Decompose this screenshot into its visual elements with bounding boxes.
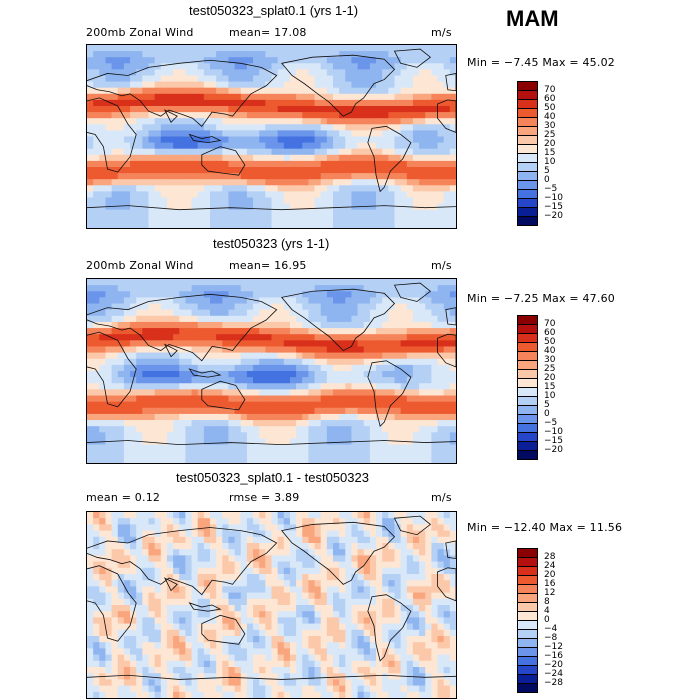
colorbar-label: 70 xyxy=(544,319,556,329)
colorbar-label: 16 xyxy=(544,579,556,589)
panel-3-mean: mean = 0.12 xyxy=(86,491,161,504)
panel-2-map xyxy=(86,278,457,464)
colorbar-label: 5 xyxy=(544,166,550,176)
colorbar-label: 0 xyxy=(544,175,550,185)
panel-1-colorbar: 70 60 50 40 30 25 20 15 10 5 0 −5 −10 −15 −20 xyxy=(517,81,577,227)
colorbar-label: −10 xyxy=(544,193,563,203)
season-title: MAM xyxy=(506,6,559,31)
colorbar-label: 5 xyxy=(544,400,550,410)
colorbar-label: −15 xyxy=(544,436,563,446)
colorbar-label: −15 xyxy=(544,202,563,212)
colorbar-label: 40 xyxy=(544,346,556,356)
colorbar-label: 40 xyxy=(544,112,556,122)
colorbar-label: 0 xyxy=(544,409,550,419)
panel-1-title: test050323_splat0.1 (yrs 1-1) xyxy=(189,3,359,18)
colorbar-label: 50 xyxy=(544,103,556,113)
colorbar-label: 0 xyxy=(544,615,550,625)
colorbar-label: −8 xyxy=(544,633,558,643)
wind-field xyxy=(87,512,456,698)
colorbar-label: 50 xyxy=(544,337,556,347)
panel-2-minmax: Min = −7.25 Max = 47.60 xyxy=(467,292,615,305)
colorbar-swatch xyxy=(517,683,538,693)
colorbar-label: 24 xyxy=(544,561,556,571)
colorbar-label: −20 xyxy=(544,660,563,670)
colorbar-swatch xyxy=(517,450,538,460)
colorbar-label: 25 xyxy=(544,130,556,140)
colorbar-label: −10 xyxy=(544,427,563,437)
coastline-outlines xyxy=(87,515,456,680)
panel-3-units: m/s xyxy=(431,491,452,504)
colorbar-label: 20 xyxy=(544,570,556,580)
colorbar-label: 30 xyxy=(544,355,556,365)
panel-3-minmax: Min = −12.40 Max = 11.56 xyxy=(467,521,623,534)
panel-3-map xyxy=(86,511,457,699)
coastline-outlines xyxy=(87,48,456,211)
panel-2-variable-label: 200mb Zonal Wind xyxy=(86,259,194,272)
colorbar-label: −12 xyxy=(544,642,563,652)
panel-1-units: m/s xyxy=(431,26,452,39)
panel-1-variable-label: 200mb Zonal Wind xyxy=(86,26,194,39)
panel-2-colorbar: 70 60 50 40 30 25 20 15 10 5 0 −5 −10 −15 −20 xyxy=(517,315,577,461)
colorbar-label: 20 xyxy=(544,373,556,383)
colorbar-label: −5 xyxy=(544,184,558,194)
panel-1-map xyxy=(86,44,457,229)
panel-3-colorbar: 28 24 20 16 12 8 4 0 −4 −8 −12 −16 −20 −24 −28 xyxy=(517,548,577,694)
panel-2-mean: mean= 16.95 xyxy=(229,259,307,272)
colorbar-label: 15 xyxy=(544,148,556,158)
panel-2-units: m/s xyxy=(431,259,452,272)
colorbar-label: 8 xyxy=(544,597,550,607)
colorbar-swatch xyxy=(517,216,538,226)
colorbar-label: −4 xyxy=(544,624,558,634)
colorbar-label: −28 xyxy=(544,678,563,688)
colorbar-label: −24 xyxy=(544,669,563,679)
colorbar-label: 10 xyxy=(544,157,556,167)
colorbar-label: −20 xyxy=(544,211,563,221)
colorbar-label: −5 xyxy=(544,418,558,428)
colorbar-label: 28 xyxy=(544,552,556,562)
colorbar-label: 15 xyxy=(544,382,556,392)
colorbar-label: 4 xyxy=(544,606,550,616)
colorbar-label: 20 xyxy=(544,139,556,149)
panel-3-title: test050323_splat0.1 - test050323 xyxy=(176,470,369,485)
panel-1-minmax: Min = −7.45 Max = 45.02 xyxy=(467,56,615,69)
colorbar-label: 30 xyxy=(544,121,556,131)
colorbar-label: 60 xyxy=(544,94,556,104)
colorbar-label: 60 xyxy=(544,328,556,338)
colorbar-label: −16 xyxy=(544,651,563,661)
panel-3-rmse: rmse = 3.89 xyxy=(229,491,300,504)
colorbar-label: 12 xyxy=(544,588,556,598)
colorbar-label: 25 xyxy=(544,364,556,374)
wind-field xyxy=(87,279,456,463)
panel-1-mean: mean= 17.08 xyxy=(229,26,307,39)
panel-2-title: test050323 (yrs 1-1) xyxy=(213,236,330,251)
colorbar-label: 10 xyxy=(544,391,556,401)
colorbar-label: −20 xyxy=(544,445,563,455)
colorbar-label: 70 xyxy=(544,85,556,95)
wind-field xyxy=(87,45,456,228)
